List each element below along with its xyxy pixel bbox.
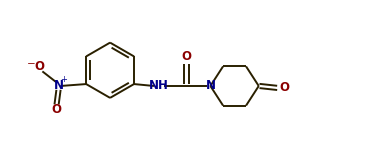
Text: O: O [182,50,191,62]
Text: O: O [34,60,44,73]
Text: N: N [205,79,215,92]
Text: O: O [280,81,290,94]
Text: N: N [53,79,64,92]
Text: O: O [52,103,61,116]
Text: +: + [60,75,67,84]
Text: −: − [27,59,36,69]
Text: NH: NH [149,79,169,92]
